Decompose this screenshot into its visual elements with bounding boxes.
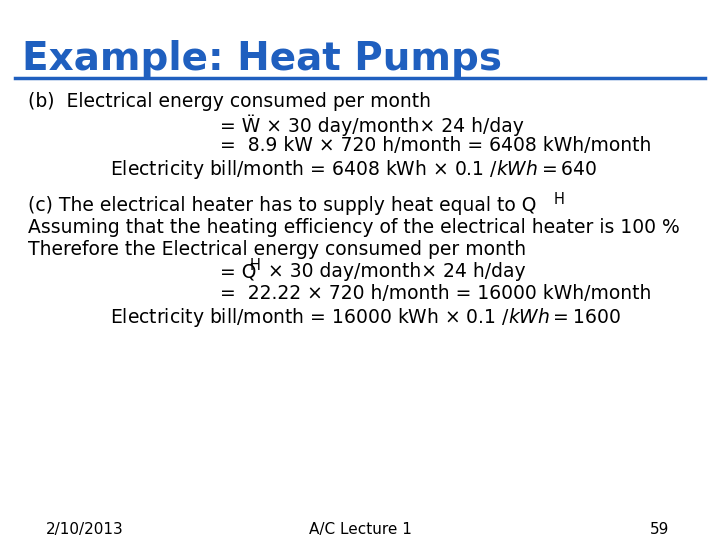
Text: =  22.22 × 720 h/month = 16000 kWh/month: = 22.22 × 720 h/month = 16000 kWh/month — [220, 284, 652, 303]
Text: Electricity bill/month = 16000 kWh × 0.1 $/kWh = 1600 $: Electricity bill/month = 16000 kWh × 0.1… — [110, 306, 621, 329]
Text: H: H — [250, 258, 261, 273]
Text: Electricity bill/month = 6408 kWh × 0.1 $/kWh = 640 $: Electricity bill/month = 6408 kWh × 0.1 … — [110, 158, 597, 181]
Text: Therefore the Electrical energy consumed per month: Therefore the Electrical energy consumed… — [28, 240, 526, 259]
Text: H: H — [554, 192, 565, 207]
Text: 2/10/2013: 2/10/2013 — [46, 522, 124, 537]
Text: A/C Lecture 1: A/C Lecture 1 — [309, 522, 411, 537]
Text: = Q̇: = Q̇ — [220, 262, 256, 281]
Text: × 30 day/month× 24 h/day: × 30 day/month× 24 h/day — [262, 262, 526, 281]
Text: Example: Heat Pumps: Example: Heat Pumps — [22, 40, 502, 78]
Text: (b)  Electrical energy consumed per month: (b) Electrical energy consumed per month — [28, 92, 431, 111]
Text: (c) The electrical heater has to supply heat equal to Q: (c) The electrical heater has to supply … — [28, 196, 536, 215]
Text: = Ẅ × 30 day/month× 24 h/day: = Ẅ × 30 day/month× 24 h/day — [220, 114, 524, 136]
Text: =  8.9 kW × 720 h/month = 6408 kWh/month: = 8.9 kW × 720 h/month = 6408 kWh/month — [220, 136, 652, 155]
Text: 59: 59 — [650, 522, 670, 537]
Text: Assuming that the heating efficiency of the electrical heater is 100 %: Assuming that the heating efficiency of … — [28, 218, 680, 237]
